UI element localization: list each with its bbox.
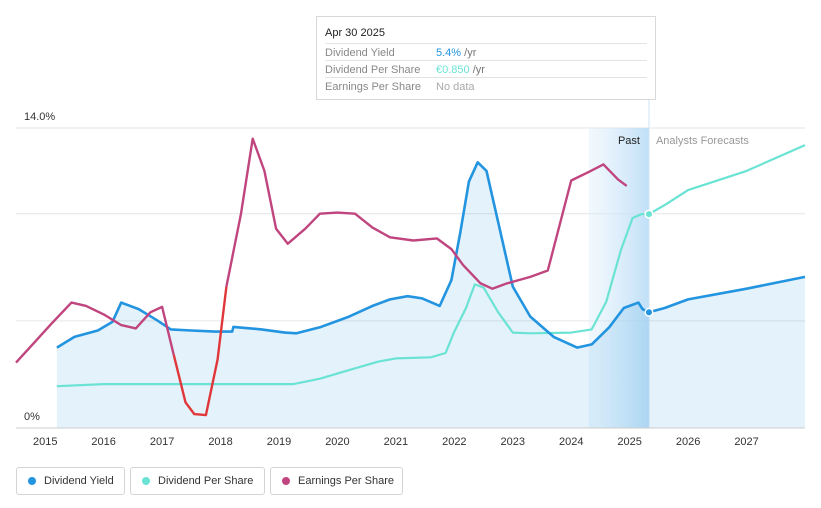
x-tick-label: 2022 <box>442 436 466 448</box>
dividend-yield-area <box>56 162 805 429</box>
tooltip-label: Dividend Per Share <box>325 64 421 76</box>
tooltip-row-dividend-yield: Dividend Yield 5.4% /yr <box>325 43 647 61</box>
past-band <box>588 128 649 428</box>
dividend-chart: 14.0% 0% 2015 2016 2017 2018 2019 2020 2021 2022 2… <box>15 100 806 448</box>
x-tick-label: 2019 <box>267 436 291 448</box>
x-tick-label: 2026 <box>676 436 700 448</box>
tooltip-value: €0.850 /yr <box>436 64 485 76</box>
tooltip-value-number: No data <box>436 81 475 93</box>
legend-dividend-per-share[interactable]: Dividend Per Share <box>130 467 265 495</box>
x-tick-label: 2025 <box>617 436 641 448</box>
dividend-per-share-line <box>56 144 806 388</box>
tooltip-value-number: €0.850 <box>436 64 470 76</box>
legend-label: Dividend Per Share <box>158 475 254 487</box>
x-tick-label: 2017 <box>150 436 174 448</box>
x-tick-label: 2023 <box>501 436 525 448</box>
x-tick-label: 2020 <box>325 436 349 448</box>
legend-dividend-yield[interactable]: Dividend Yield <box>16 467 125 495</box>
legend-earnings-per-share[interactable]: Earnings Per Share <box>270 467 403 495</box>
dividend-yield-marker <box>644 307 654 317</box>
legend-dot-icon <box>282 477 290 485</box>
x-tick-label: 2018 <box>208 436 232 448</box>
tooltip-value-number: 5.4% <box>436 47 462 59</box>
legend-label: Dividend Yield <box>44 475 114 487</box>
past-label: Past <box>618 135 640 147</box>
x-tick-label: 2015 <box>33 436 57 448</box>
legend-dot-icon <box>28 477 36 485</box>
tooltip-label: Earnings Per Share <box>325 81 421 93</box>
y-tick-label: 0% <box>24 411 40 423</box>
dividend-yield-line <box>56 161 806 349</box>
tooltip-unit: /yr <box>464 47 477 59</box>
tooltip-row-dividend-per-share: Dividend Per Share €0.850 /yr <box>325 60 647 78</box>
tooltip: Apr 30 2025 Dividend Yield 5.4% /yr Divi… <box>316 16 656 100</box>
earnings-per-share-negative-line <box>172 286 228 417</box>
tooltip-label: Dividend Yield <box>325 47 395 59</box>
tooltip-value: No data <box>436 81 475 93</box>
tooltip-date: Apr 30 2025 <box>325 27 385 39</box>
tooltip-row-earnings-per-share: Earnings Per Share No data <box>325 77 647 95</box>
x-tick-label: 2027 <box>734 436 758 448</box>
forecast-label: Analysts Forecasts <box>656 135 749 147</box>
x-tick-label: 2016 <box>91 436 115 448</box>
tooltip-unit: /yr <box>472 64 485 76</box>
dividend-per-share-marker <box>644 209 654 219</box>
earnings-per-share-line <box>225 137 628 290</box>
y-tick-label: 14.0% <box>24 111 55 123</box>
earnings-per-share-line <box>15 301 175 364</box>
x-tick-label: 2024 <box>559 436 583 448</box>
legend-dot-icon <box>142 477 150 485</box>
x-tick-label: 2021 <box>384 436 408 448</box>
tooltip-value: 5.4% /yr <box>436 47 476 59</box>
legend-label: Earnings Per Share <box>298 475 394 487</box>
